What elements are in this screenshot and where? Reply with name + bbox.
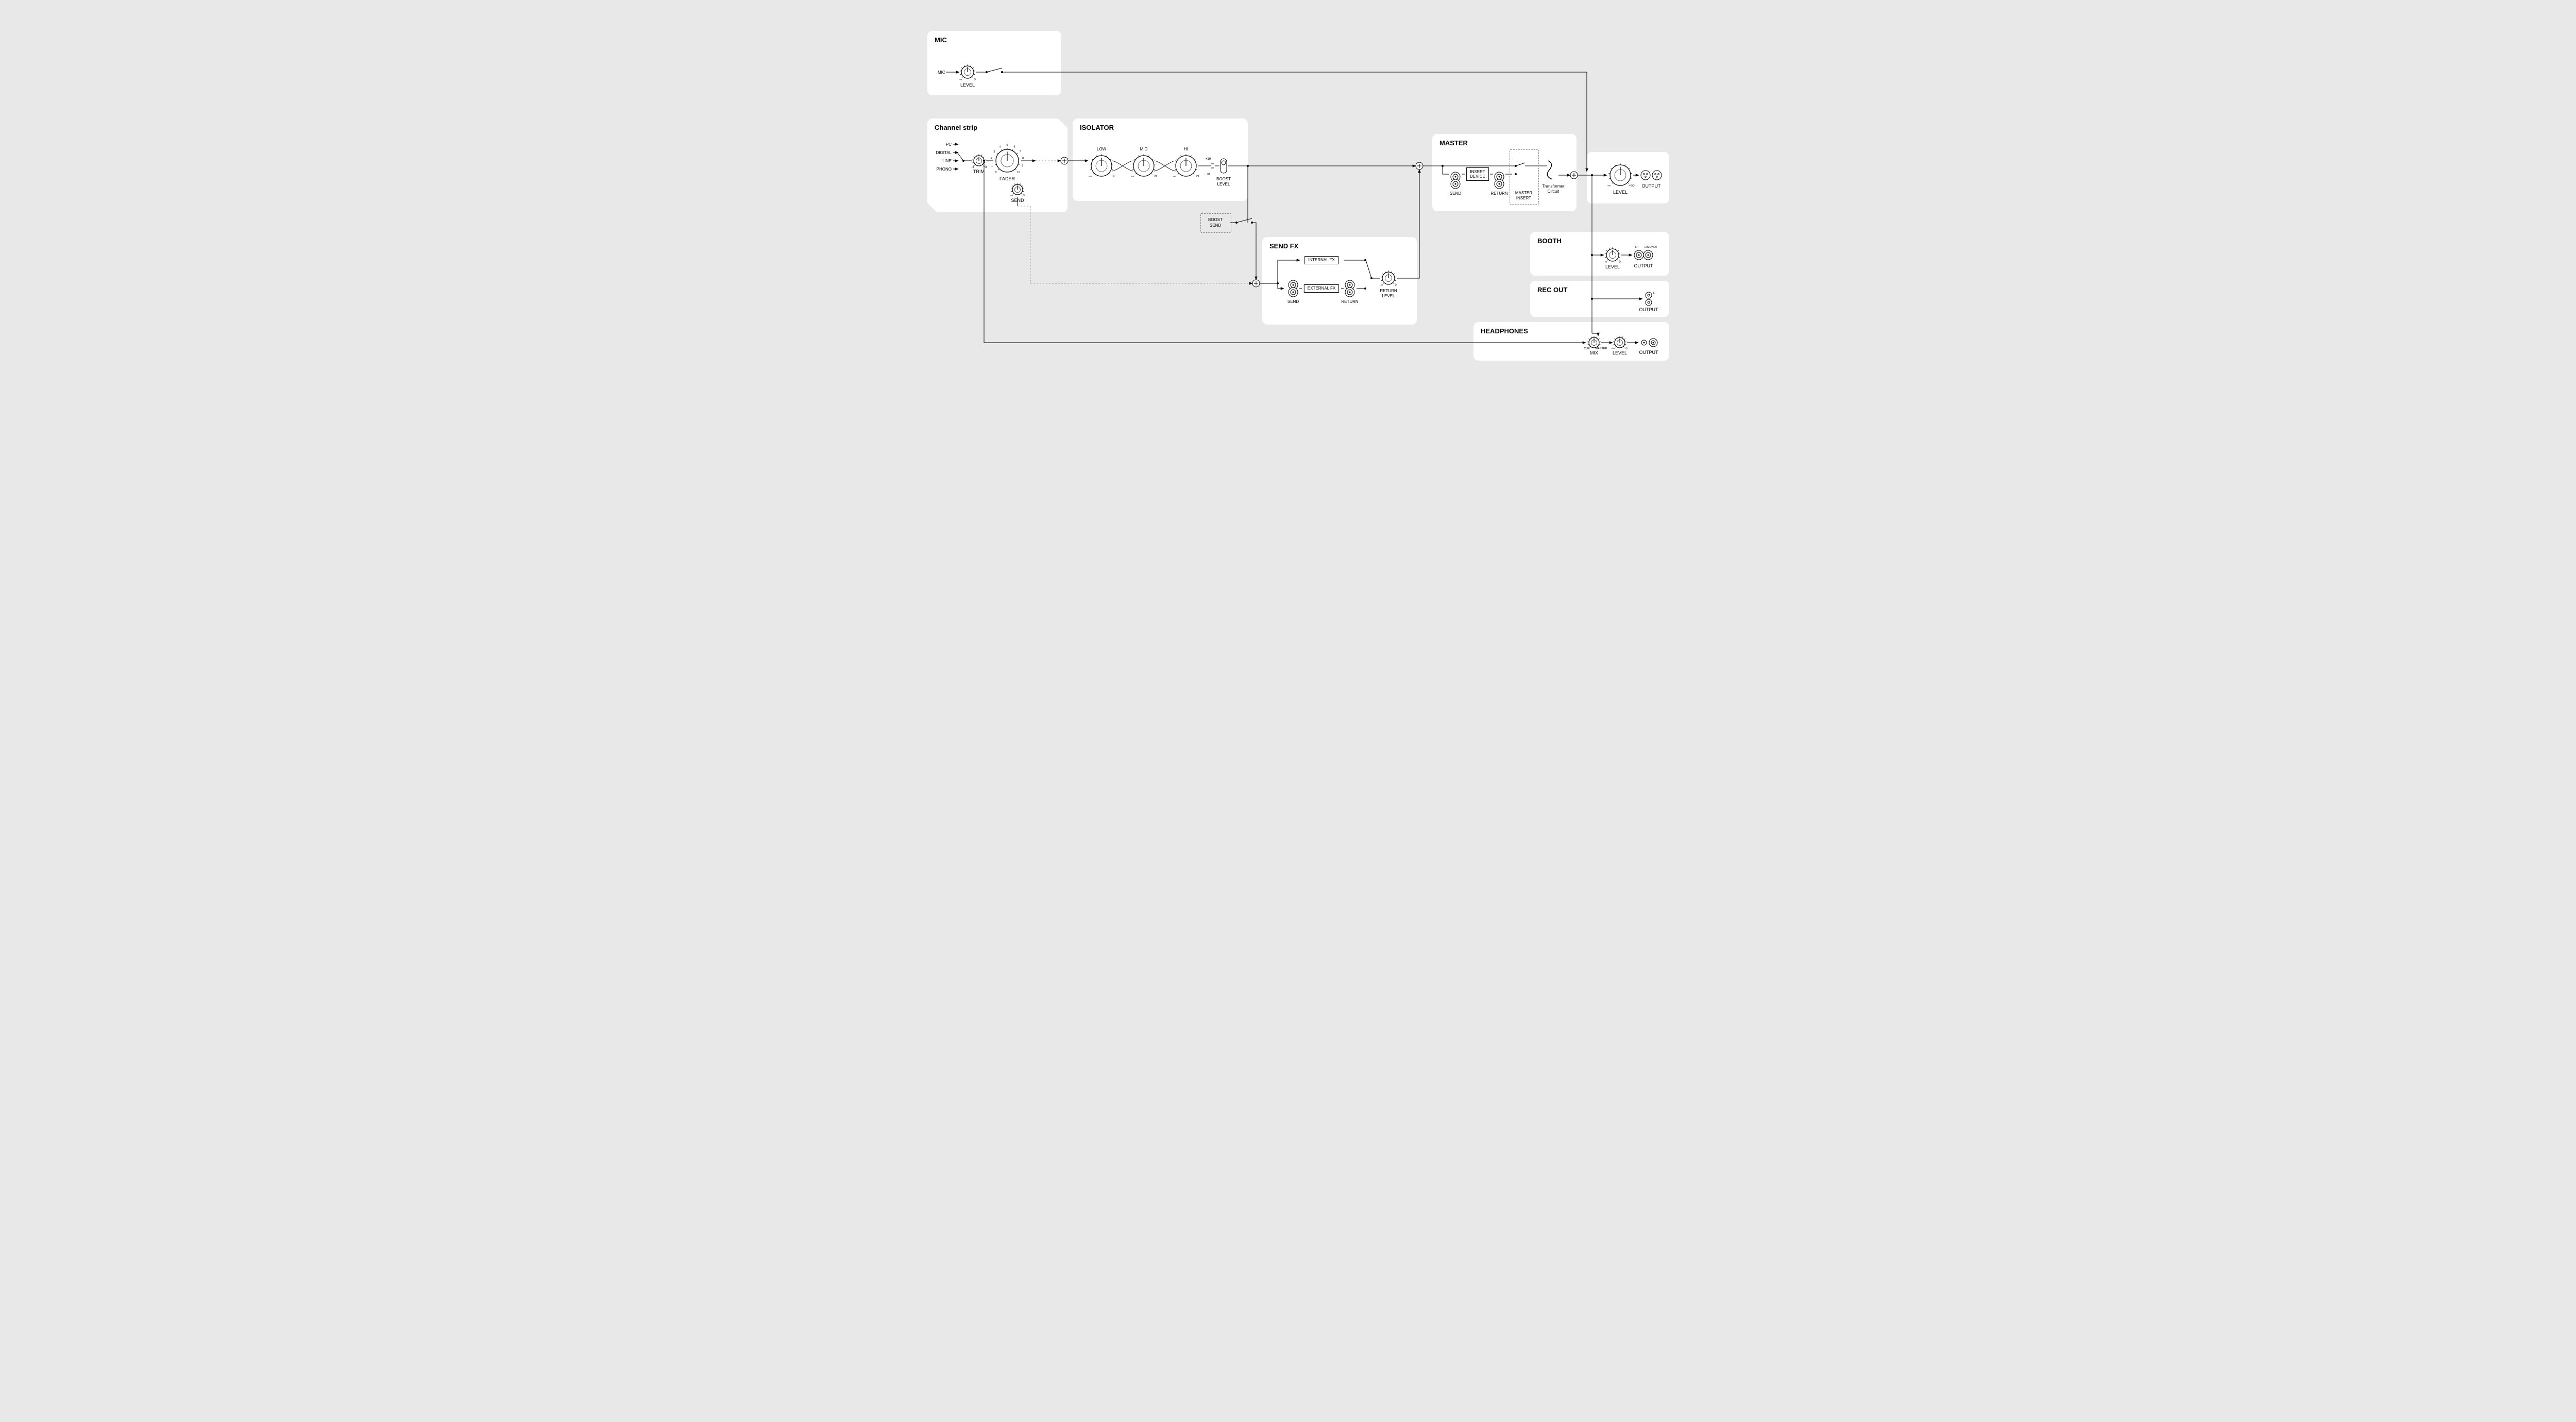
svg-text:OUTPUT: OUTPUT [1639, 350, 1659, 355]
svg-text:Transformer: Transformer [1542, 184, 1565, 189]
svg-text:L: L [1653, 292, 1654, 295]
svg-text:HI: HI [1184, 147, 1188, 151]
svg-text:0: 0 [1395, 284, 1397, 287]
svg-text:+19: +19 [1206, 158, 1211, 161]
svg-text:-∞: -∞ [959, 78, 962, 81]
svg-text:+8: +8 [1207, 173, 1211, 176]
svg-text:LINE: LINE [942, 159, 952, 163]
svg-text:6: 6 [1014, 145, 1015, 148]
insert-device-chip: INSERTDEVICE [1466, 167, 1489, 181]
svg-text:MASTER: MASTER [1596, 347, 1607, 350]
external-fx-chip: EXTERNAL FX [1304, 284, 1339, 293]
svg-text:L(MONO): L(MONO) [1645, 246, 1657, 249]
svg-text:0: 0 [1619, 261, 1621, 264]
svg-text:-∞: -∞ [1010, 194, 1013, 197]
svg-text:0: 0 [995, 171, 997, 174]
svg-text:2: 2 [991, 157, 992, 160]
svg-text:10: 10 [1017, 171, 1020, 174]
svg-text:1: 1 [991, 165, 993, 168]
svg-text:+6/0: +6/0 [1629, 184, 1635, 188]
svg-text:+9: +9 [1111, 175, 1115, 178]
svg-text:BOOST: BOOST [1216, 177, 1231, 181]
svg-text:OUTPUT: OUTPUT [1634, 263, 1654, 268]
svg-text:RETURN: RETURN [1490, 191, 1508, 196]
svg-text:5: 5 [1006, 144, 1008, 147]
internal-fx-chip: INTERNAL FX [1304, 256, 1338, 264]
svg-text:4: 4 [999, 145, 1001, 148]
svg-text:-∞: -∞ [1380, 284, 1383, 287]
svg-text:-∞: -∞ [1131, 175, 1134, 178]
svg-text:MIX: MIX [1590, 350, 1598, 356]
svg-text:LEVEL: LEVEL [1605, 264, 1620, 269]
svg-text:FADER: FADER [999, 176, 1015, 181]
svg-text:MID: MID [1140, 147, 1148, 151]
svg-text:LEVEL: LEVEL [1613, 190, 1628, 195]
svg-text:RETURN: RETURN [1380, 289, 1397, 293]
svg-text:RETURN: RETURN [1341, 299, 1359, 304]
svg-text:LEVEL: LEVEL [1382, 294, 1395, 298]
svg-text:8: 8 [1022, 157, 1024, 160]
svg-text:-∞: -∞ [1089, 175, 1092, 178]
svg-text:LEVEL: LEVEL [1613, 350, 1627, 356]
svg-text:Circuit: Circuit [1548, 189, 1560, 194]
svg-text:LEVEL: LEVEL [1217, 182, 1230, 187]
master-insert-box [1510, 149, 1539, 205]
svg-text:R: R [1635, 246, 1637, 249]
svg-text:SEND: SEND [1450, 191, 1461, 196]
svg-text:3: 3 [993, 150, 995, 154]
svg-text:PHONO: PHONO [937, 167, 952, 172]
svg-text:MIC: MIC [938, 70, 945, 75]
svg-text:LEVEL: LEVEL [960, 82, 975, 88]
svg-text:DIGITAL: DIGITAL [936, 150, 952, 155]
svg-text:-∞: -∞ [1607, 184, 1611, 188]
svg-text:SEND: SEND [1287, 299, 1299, 304]
boost-send-box [1200, 213, 1231, 233]
svg-text:CUE: CUE [1584, 347, 1590, 350]
svg-text:OUTPUT: OUTPUT [1642, 183, 1662, 189]
signal-flow-diagram: MICChannel stripISOLATORSEND FXMASTERBOO… [902, 0, 1674, 356]
svg-text:PC: PC [946, 142, 952, 147]
svg-text:LOW: LOW [1097, 147, 1107, 151]
svg-text:-3: -3 [971, 166, 974, 169]
svg-text:+9: +9 [1196, 175, 1200, 178]
svg-text:-∞: -∞ [1173, 175, 1176, 178]
wiring-layer: MICLEVEL-∞0PCDIGITALLINEPHONOTRIM-3+3FAD… [902, 0, 1674, 356]
svg-text:-∞: -∞ [1612, 347, 1615, 350]
svg-text:+9: +9 [1154, 175, 1158, 178]
svg-text:-∞: -∞ [1604, 261, 1607, 264]
svg-text:0: 0 [974, 78, 976, 81]
svg-text:0: 0 [1023, 194, 1025, 197]
svg-text:OUTPUT: OUTPUT [1639, 307, 1659, 312]
svg-text:0: 0 [1625, 347, 1628, 350]
svg-text:7: 7 [1020, 150, 1021, 154]
svg-text:TRIM: TRIM [973, 169, 985, 174]
svg-text:9: 9 [1022, 165, 1023, 168]
